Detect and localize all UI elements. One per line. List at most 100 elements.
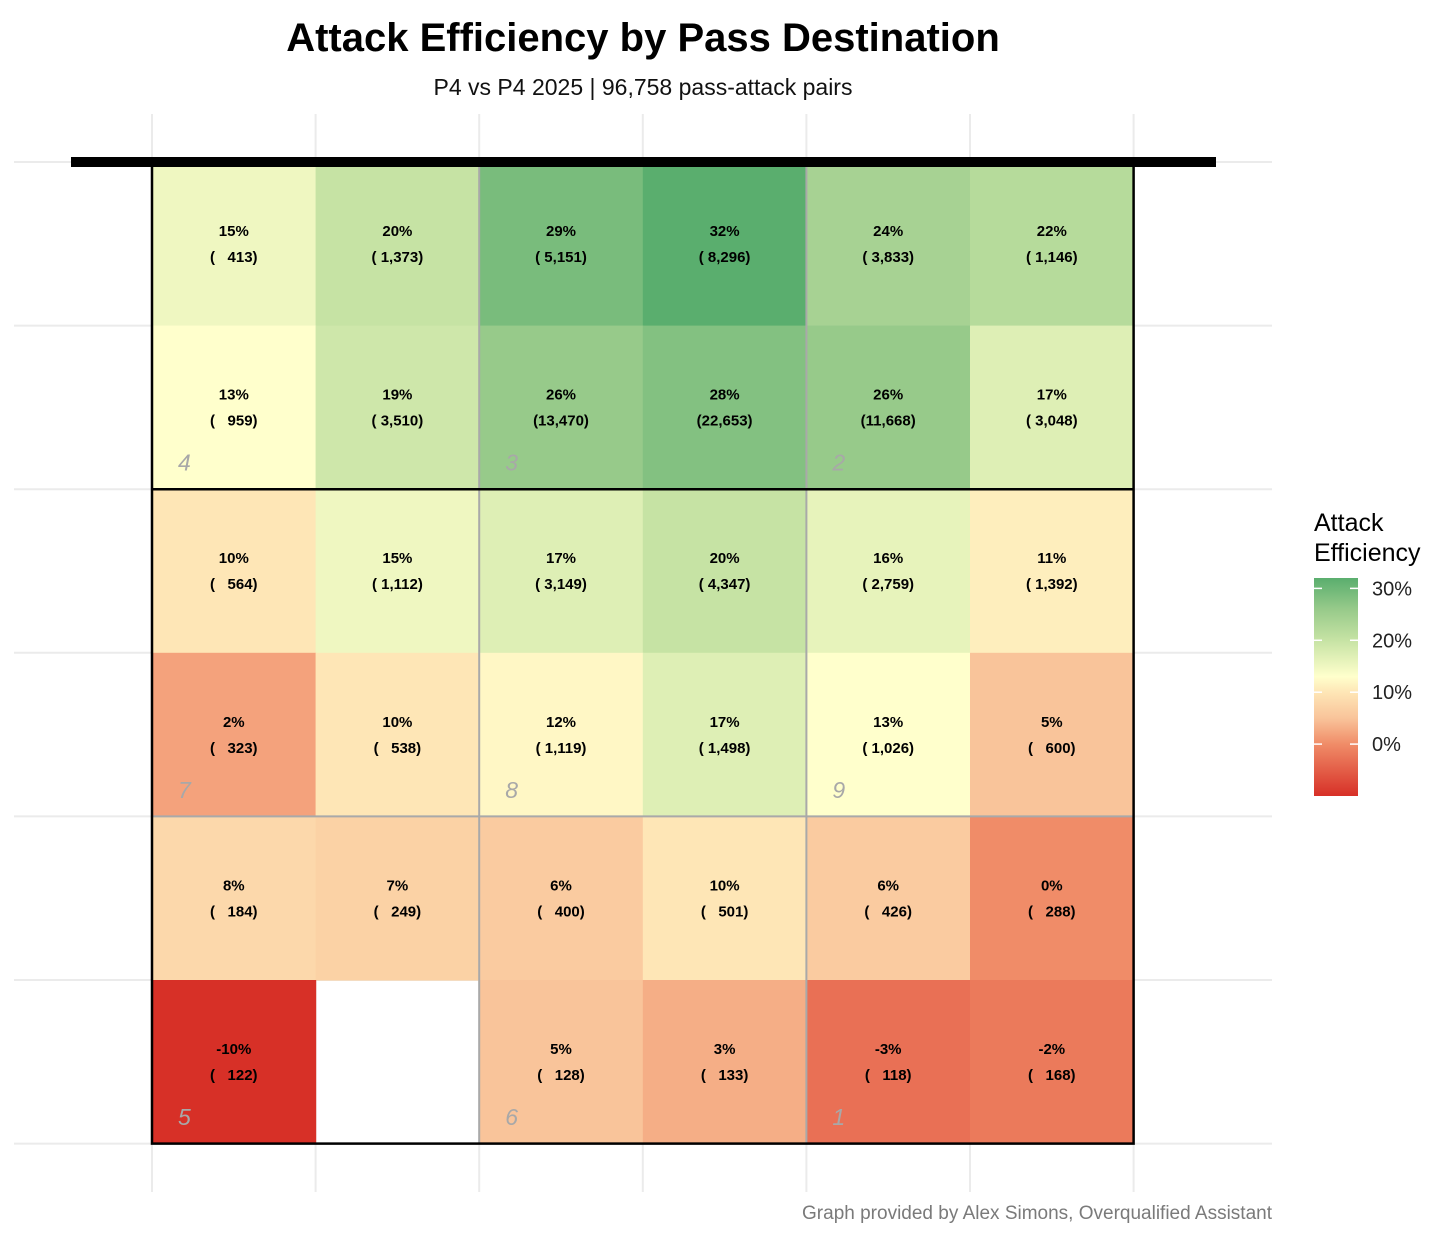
heatmap-cell bbox=[806, 652, 971, 817]
heatmap-cell bbox=[642, 652, 807, 817]
cell-efficiency-label: 32% bbox=[710, 223, 740, 240]
cell-efficiency-label: 6% bbox=[877, 877, 899, 894]
cell-efficiency-label: 26% bbox=[873, 387, 903, 404]
heatmap-cell bbox=[970, 816, 1135, 981]
heatmap-cell bbox=[479, 980, 644, 1145]
cell-efficiency-label: 5% bbox=[550, 1041, 572, 1058]
zone-boundaries bbox=[71, 157, 1216, 1145]
cell-count-label: ( 168) bbox=[1028, 1067, 1076, 1084]
cell-efficiency-label: 20% bbox=[382, 223, 412, 240]
heatmap-cell bbox=[970, 489, 1135, 654]
heatmap-cell bbox=[152, 489, 317, 654]
heatmap-cell bbox=[970, 652, 1135, 817]
cell-efficiency-label: 6% bbox=[550, 877, 572, 894]
legend-tick-label: 30% bbox=[1372, 578, 1412, 600]
heatmap-cell bbox=[806, 325, 971, 490]
cell-efficiency-label: 26% bbox=[546, 387, 576, 404]
cell-count-label: ( 3,048) bbox=[1026, 413, 1078, 430]
cell-efficiency-label: 15% bbox=[219, 223, 249, 240]
cell-count-label: (22,653) bbox=[697, 413, 753, 430]
cell-efficiency-label: -2% bbox=[1038, 1041, 1065, 1058]
heatmap-cell bbox=[152, 652, 317, 817]
zone-number-label: 8 bbox=[505, 777, 518, 803]
heatmap-cell bbox=[806, 489, 971, 654]
heatmap-cell bbox=[315, 652, 480, 817]
heatmap-cell bbox=[479, 489, 644, 654]
cell-efficiency-label: 2% bbox=[223, 714, 245, 731]
cell-efficiency-label: 11% bbox=[1037, 550, 1066, 567]
heatmap-cell bbox=[970, 162, 1135, 327]
cell-count-label: ( 8,296) bbox=[699, 249, 751, 266]
heatmap-cell bbox=[970, 325, 1135, 490]
heatmap-cell bbox=[315, 162, 480, 327]
legend-title: Efficiency bbox=[1314, 539, 1421, 567]
cell-efficiency-label: 17% bbox=[1037, 387, 1067, 404]
cell-count-label: (13,470) bbox=[533, 413, 589, 430]
cell-efficiency-label: 8% bbox=[223, 877, 245, 894]
cell-efficiency-label: -10% bbox=[216, 1041, 251, 1058]
heatmap-tiles bbox=[152, 162, 1135, 1145]
cell-labels: 15%( 413)20%( 1,373)29%( 5,151)32%( 8,29… bbox=[210, 223, 1078, 1084]
cell-count-label: ( 5,151) bbox=[535, 249, 587, 266]
cell-efficiency-label: 13% bbox=[873, 714, 903, 731]
cell-count-label: ( 1,112) bbox=[372, 576, 423, 593]
legend-colorbar bbox=[1314, 578, 1358, 796]
cell-count-label: ( 959) bbox=[210, 413, 258, 430]
heatmap-cell bbox=[806, 162, 971, 327]
zone-number-label: 6 bbox=[505, 1104, 518, 1130]
cell-efficiency-label: 19% bbox=[382, 387, 412, 404]
cell-count-label: ( 400) bbox=[537, 903, 585, 920]
cell-count-label: ( 133) bbox=[701, 1067, 749, 1084]
legend-title: Attack bbox=[1314, 509, 1384, 537]
cell-efficiency-label: 29% bbox=[546, 223, 576, 240]
heatmap-cell bbox=[642, 816, 807, 981]
heatmap-cell bbox=[970, 980, 1135, 1145]
heatmap-cell bbox=[642, 980, 807, 1145]
cell-efficiency-label: 7% bbox=[387, 877, 409, 894]
cell-efficiency-label: 10% bbox=[382, 714, 412, 731]
cell-count-label: ( 1,146) bbox=[1026, 249, 1078, 266]
cell-count-label: ( 3,833) bbox=[862, 249, 914, 266]
cell-efficiency-label: 13% bbox=[219, 387, 249, 404]
heatmap-cell bbox=[479, 816, 644, 981]
cell-count-label: (11,668) bbox=[861, 413, 916, 430]
heatmap-cell bbox=[642, 162, 807, 327]
cell-count-label: ( 600) bbox=[1028, 740, 1076, 757]
heatmap-cell bbox=[315, 816, 480, 981]
legend-tick-label: 20% bbox=[1372, 630, 1412, 652]
cell-count-label: ( 3,149) bbox=[535, 576, 587, 593]
cell-count-label: ( 323) bbox=[210, 740, 258, 757]
cell-count-label: ( 184) bbox=[210, 903, 258, 920]
legend-tick-label: 0% bbox=[1372, 734, 1401, 756]
chart-caption: Graph provided by Alex Simons, Overquali… bbox=[802, 1203, 1272, 1224]
zone-number-label: 5 bbox=[178, 1104, 191, 1130]
heatmap-cell bbox=[152, 816, 317, 981]
zone-number-label: 1 bbox=[832, 1104, 845, 1130]
cell-count-label: ( 1,373) bbox=[372, 249, 424, 266]
cell-efficiency-label: 5% bbox=[1041, 714, 1063, 731]
cell-count-label: ( 426) bbox=[864, 903, 912, 920]
heatmap-cell bbox=[642, 325, 807, 490]
cell-count-label: ( 538) bbox=[374, 740, 422, 757]
cell-count-label: ( 3,510) bbox=[372, 413, 424, 430]
cell-count-label: ( 564) bbox=[210, 576, 258, 593]
heatmap-cell bbox=[806, 980, 971, 1145]
cell-count-label: ( 2,759) bbox=[862, 576, 914, 593]
heatmap-cell bbox=[152, 980, 317, 1145]
zone-number-label: 2 bbox=[831, 450, 845, 476]
cell-efficiency-label: 17% bbox=[710, 714, 740, 731]
heatmap-cell bbox=[315, 489, 480, 654]
zone-number-label: 3 bbox=[505, 450, 518, 476]
heatmap-cell bbox=[479, 325, 644, 490]
cell-count-label: ( 1,026) bbox=[862, 740, 914, 757]
heatmap-cell bbox=[479, 652, 644, 817]
heatmap-cell bbox=[479, 162, 644, 327]
cell-efficiency-label: 28% bbox=[710, 387, 740, 404]
heatmap-cell bbox=[152, 162, 317, 327]
cell-count-label: ( 118) bbox=[865, 1067, 912, 1084]
heatmap-cell bbox=[152, 325, 317, 490]
cell-efficiency-label: 17% bbox=[546, 550, 576, 567]
cell-count-label: ( 4,347) bbox=[699, 576, 751, 593]
